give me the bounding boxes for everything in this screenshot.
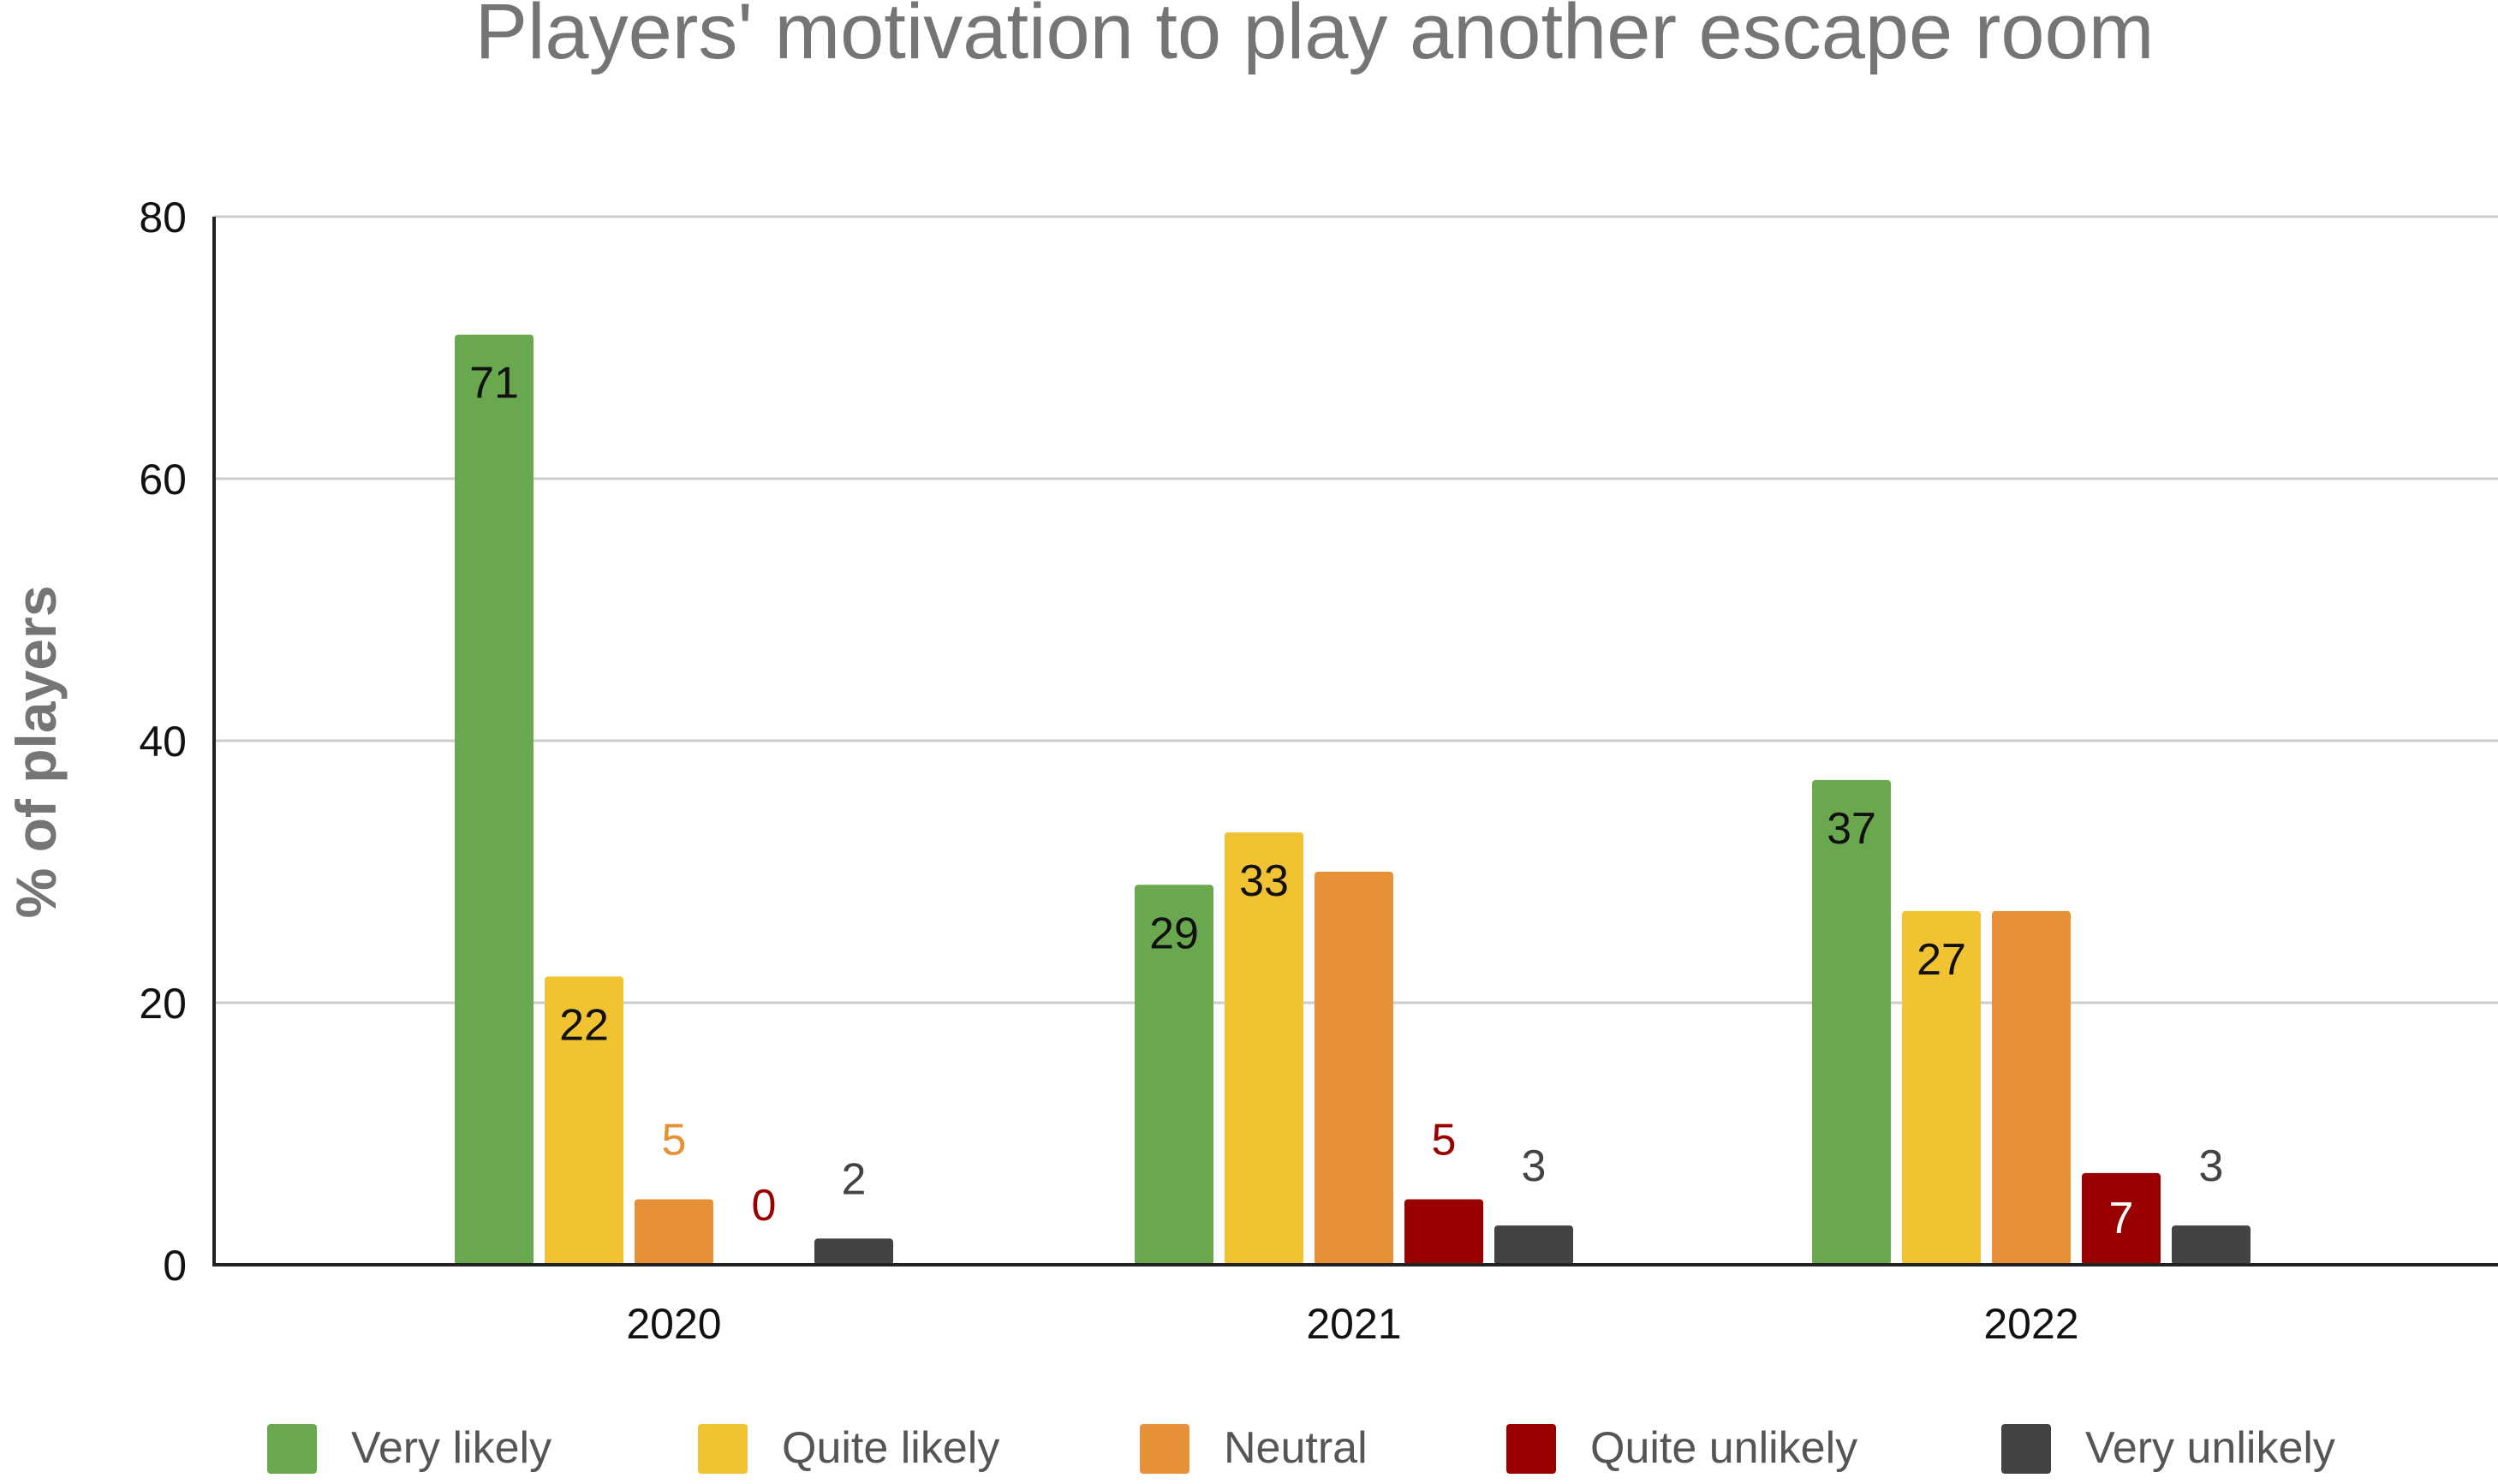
legend-label: Quite likely: [782, 1423, 999, 1473]
legend-item-very-likely: Very likely: [267, 1423, 551, 1474]
legend-swatch: [1506, 1424, 1556, 1474]
bar-very-likely-2021: [1135, 885, 1213, 1265]
legend-label: Neutral: [1224, 1423, 1368, 1473]
bar-quite-likely-2021: [1225, 832, 1303, 1265]
legend-label: Very unlikely: [2085, 1423, 2335, 1473]
bar-quite-unlikely-2021: [1404, 1199, 1483, 1265]
bar-very-unlikely-2022: [2172, 1225, 2251, 1265]
x-tick-label-2022: 2022: [1983, 1300, 2078, 1348]
x-tick-label-2021: 2021: [1306, 1300, 1401, 1348]
data-label-quite-unlikely-2021: 5: [1432, 1116, 1457, 1165]
bar-very-likely-2020: [455, 334, 534, 1266]
data-label-quite-likely-2021: 33: [1239, 856, 1289, 906]
data-label-neutral-2022: 27: [2006, 935, 2056, 985]
data-label-neutral-2021: 30: [1329, 896, 1379, 945]
bar-neutral-2021: [1315, 872, 1393, 1265]
legend-item-neutral: Neutral: [1140, 1423, 1368, 1474]
legend-item-quite-unlikely: Quite unlikely: [1506, 1423, 1857, 1474]
data-label-very-unlikely-2021: 3: [1522, 1141, 1547, 1191]
x-axis-ticks: 2020 2021 2022: [626, 1300, 2078, 1348]
data-labels: 71 22 5 0 2 29 33 30 5 3 37 27 27 7 3: [469, 359, 2223, 1243]
y-tick-label: 20: [139, 980, 187, 1028]
y-tick-label: 60: [139, 456, 187, 504]
legend-label: Quite unlikely: [1590, 1423, 1857, 1473]
axes: [212, 217, 2498, 1266]
legend-item-very-unlikely: Very unlikely: [2001, 1423, 2335, 1474]
data-label-neutral-2020: 5: [662, 1116, 687, 1165]
bar-very-unlikely-2020: [814, 1238, 893, 1265]
bar-quite-unlikely-2022: [2082, 1172, 2161, 1265]
legend-swatch: [267, 1424, 317, 1474]
x-tick-label-2020: 2020: [626, 1300, 721, 1348]
bar-neutral-2022: [1992, 910, 2071, 1265]
data-label-very-unlikely-2022: 3: [2199, 1141, 2224, 1191]
y-tick-label: 80: [139, 194, 187, 241]
legend-swatch: [698, 1424, 748, 1474]
y-axis-ticks: 0 20 40 60 80: [139, 194, 187, 1290]
legend-item-quite-likely: Quite likely: [698, 1423, 999, 1474]
y-axis-label: % of players: [4, 586, 68, 919]
bar-very-likely-2022: [1812, 779, 1891, 1265]
legend: Very likely Quite likely Neutral Quite unli…: [267, 1423, 2335, 1474]
legend-swatch: [1140, 1424, 1189, 1474]
bar-very-unlikely-2021: [1494, 1225, 1573, 1265]
data-label-very-likely-2021: 29: [1149, 909, 1199, 958]
bar-quite-likely-2022: [1902, 910, 1981, 1265]
bar-neutral-2020: [635, 1199, 713, 1265]
y-tick-label: 40: [139, 718, 187, 766]
bars: [455, 334, 2251, 1266]
data-label-very-likely-2022: 37: [1827, 804, 1876, 854]
y-tick-label: 0: [163, 1242, 187, 1290]
legend-label: Very likely: [351, 1423, 551, 1473]
data-label-quite-unlikely-2020: 0: [752, 1181, 777, 1231]
chart-title: Players' motivation to play another esca…: [475, 0, 2155, 75]
bar-quite-likely-2020: [545, 976, 623, 1265]
data-label-very-likely-2020: 71: [469, 359, 519, 408]
legend-swatch: [2001, 1424, 2051, 1474]
data-label-quite-likely-2022: 27: [1917, 935, 1966, 985]
data-label-very-unlikely-2020: 2: [842, 1154, 867, 1204]
data-label-quite-likely-2020: 22: [559, 1000, 609, 1050]
data-label-quite-unlikely-2022: 7: [2109, 1194, 2134, 1243]
